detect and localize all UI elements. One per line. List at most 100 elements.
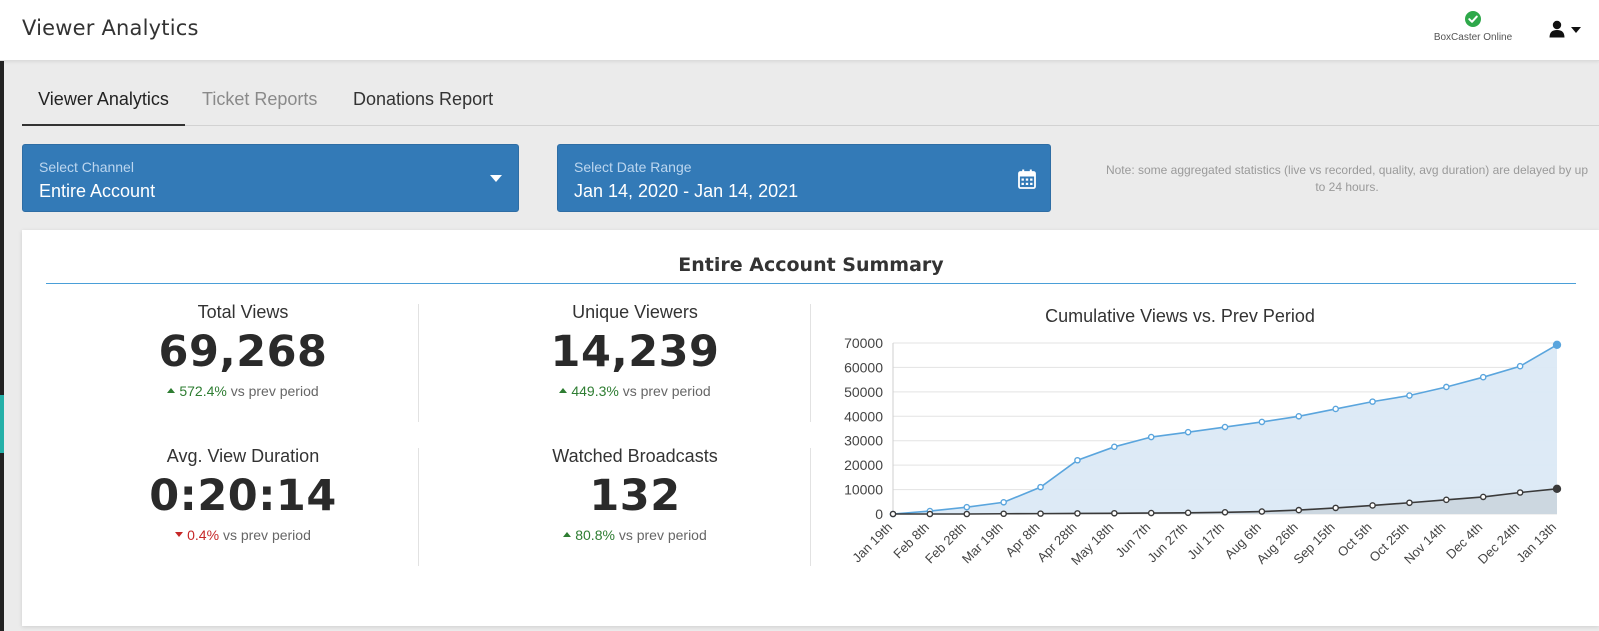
series-area (893, 488, 1557, 514)
data-point (1184, 428, 1192, 436)
data-point (1332, 504, 1339, 512)
channel-select-label: Select Channel (39, 159, 134, 175)
data-point (1406, 499, 1413, 507)
data-point (1516, 489, 1524, 496)
data-point (1369, 502, 1376, 509)
left-rail (0, 61, 4, 631)
change-suffix: vs prev period (222, 527, 311, 543)
change-percent: 80.8% (575, 527, 615, 543)
calendar-icon (1018, 169, 1036, 189)
data-point (1516, 362, 1524, 370)
date-range-picker[interactable]: Select Date Range Jan 14, 2020 - Jan 14,… (557, 144, 1051, 212)
data-point (1332, 405, 1339, 413)
x-tick-label: Jan 13th (1513, 520, 1559, 566)
divider (810, 448, 811, 566)
stat-change: 0.4% vs prev period (93, 527, 393, 543)
data-point (1258, 418, 1266, 426)
triangle-up-icon (167, 387, 176, 393)
y-tick-label: 60000 (844, 359, 883, 375)
caret-down-icon (1571, 27, 1581, 33)
delay-note: Note: some aggregated statistics (live v… (1105, 163, 1589, 194)
status-text: BoxCaster Online (1433, 32, 1513, 43)
stat-value: 132 (589, 471, 681, 521)
data-point (1037, 510, 1044, 517)
stat-label: Avg. View Duration (166, 446, 320, 466)
stat-avg-view-duration: Avg. View Duration 0:20:14 0.4% vs prev … (93, 446, 393, 543)
data-point (1111, 509, 1118, 517)
data-point (1037, 483, 1044, 491)
change-suffix: vs prev period (622, 383, 711, 399)
stat-watched-broadcasts: Watched Broadcasts 132 80.8% vs prev per… (485, 446, 785, 543)
divider (418, 448, 419, 566)
left-rail-accent (0, 395, 4, 453)
data-point (1295, 506, 1303, 514)
stat-total-views: Total Views 69,268 572.4% vs prev period (93, 302, 393, 399)
stat-label: Watched Broadcasts (552, 446, 718, 466)
data-point (926, 510, 934, 518)
triangle-up-icon (563, 531, 572, 537)
data-point (1369, 398, 1376, 405)
change-percent: 572.4% (179, 383, 227, 399)
stat-value: 14,239 (550, 327, 720, 377)
tab-donations-report[interactable]: Donations Report (353, 89, 494, 109)
triangle-down-icon (175, 531, 184, 537)
divider (810, 304, 811, 422)
date-range-label: Select Date Range (574, 159, 692, 175)
change-percent: 0.4% (187, 527, 220, 543)
data-point (1295, 412, 1303, 420)
check-circle-icon (1465, 11, 1481, 27)
top-bar: Viewer Analytics BoxCaster Online (0, 0, 1599, 61)
data-point (1184, 509, 1192, 517)
x-tick-label: Jun 27th (1144, 520, 1190, 566)
stat-change: 449.3% vs prev period (485, 383, 785, 399)
data-point (1258, 508, 1266, 515)
stat-value: 0:20:14 (149, 471, 337, 521)
data-point (1221, 423, 1229, 431)
data-point (1000, 510, 1007, 518)
stat-label: Unique Viewers (572, 302, 698, 322)
y-tick-label: 0 (875, 506, 883, 522)
data-point (1552, 340, 1562, 349)
x-tick-label: Nov 14th (1401, 520, 1448, 567)
data-point (889, 510, 897, 518)
x-tick-label: Jul 17th (1184, 520, 1227, 563)
change-suffix: vs prev period (230, 383, 319, 399)
x-tick-label: Jan 19th (849, 520, 895, 566)
cumulative-views-chart: 0 10000 20000 30000 40000 50000 60000 70000 Jan … (844, 335, 1562, 568)
user-menu-button[interactable] (1549, 20, 1585, 42)
change-suffix: vs prev period (618, 527, 707, 543)
summary-title: Entire Account Summary (46, 254, 1576, 284)
user-icon (1549, 20, 1565, 38)
x-tick-label: Dec 24th (1475, 520, 1522, 567)
stat-change: 80.8% vs prev period (485, 527, 785, 543)
y-tick-label: 10000 (844, 482, 883, 498)
data-point (1443, 496, 1450, 504)
data-point (1074, 456, 1081, 464)
x-tick-label: Sep 15th (1290, 520, 1337, 567)
chart-title: Cumulative Views vs. Prev Period (1045, 306, 1315, 326)
y-tick-label: 40000 (844, 408, 883, 424)
stat-change: 572.4% vs prev period (93, 383, 393, 399)
caret-down-icon (490, 175, 502, 182)
data-point (963, 510, 971, 518)
status-indicator: BoxCaster Online (1428, 11, 1518, 43)
data-point (963, 503, 971, 511)
change-percent: 449.3% (571, 383, 619, 399)
triangle-up-icon (559, 387, 568, 393)
stat-label: Total Views (197, 302, 289, 322)
y-tick-label: 50000 (844, 384, 883, 400)
tab-viewer-analytics[interactable]: Viewer Analytics (22, 77, 185, 126)
data-point (1074, 510, 1081, 517)
data-point (1406, 392, 1413, 399)
date-range-value: Jan 14, 2020 - Jan 14, 2021 (574, 181, 799, 201)
channel-select-value: Entire Account (39, 181, 156, 201)
y-tick-label: 20000 (844, 457, 883, 473)
y-tick-label: 70000 (844, 335, 883, 351)
data-point (1221, 508, 1229, 516)
data-point (1147, 433, 1155, 441)
channel-select[interactable]: Select Channel Entire Account (22, 144, 519, 212)
report-tabs: Viewer Analytics Ticket Reports Donation… (22, 77, 1599, 126)
data-point (1000, 498, 1007, 506)
stat-unique-viewers: Unique Viewers 14,239 449.3% vs prev per… (485, 302, 785, 399)
tab-ticket-reports[interactable]: Ticket Reports (202, 89, 318, 109)
